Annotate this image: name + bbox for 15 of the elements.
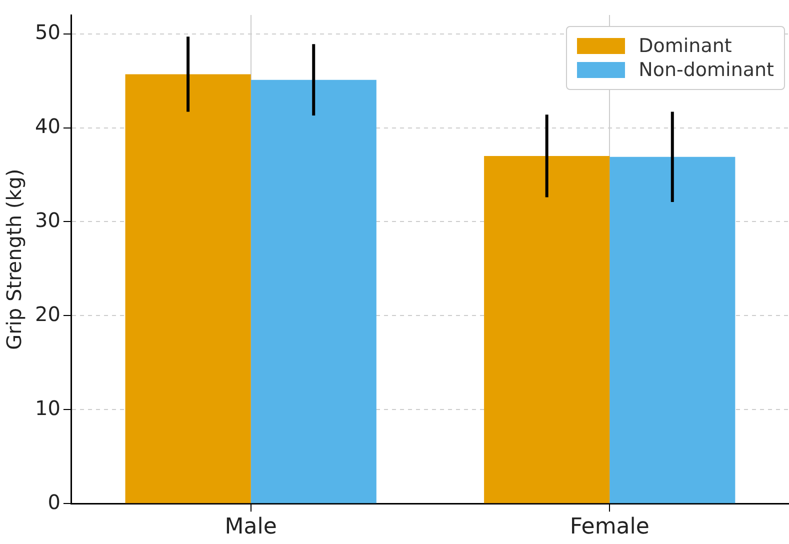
y-tick-label: 50 [34, 20, 60, 44]
y-tick-label: 20 [34, 302, 60, 326]
y-tick-label: 10 [34, 396, 60, 420]
bar [250, 80, 376, 504]
bar [484, 156, 610, 504]
bar [125, 74, 251, 504]
y-tick-label: 30 [34, 208, 60, 232]
y-tick-label: 40 [34, 114, 60, 138]
bar [610, 156, 736, 504]
x-tick-label: Female [570, 514, 650, 540]
legend-label: Non-dominant [638, 59, 774, 81]
x-tick-label: Male [224, 514, 277, 540]
legend-label: Dominant [638, 35, 732, 57]
y-axis-title: Grip Strength (kg) [2, 168, 26, 350]
y-tick-label: 0 [48, 490, 60, 514]
